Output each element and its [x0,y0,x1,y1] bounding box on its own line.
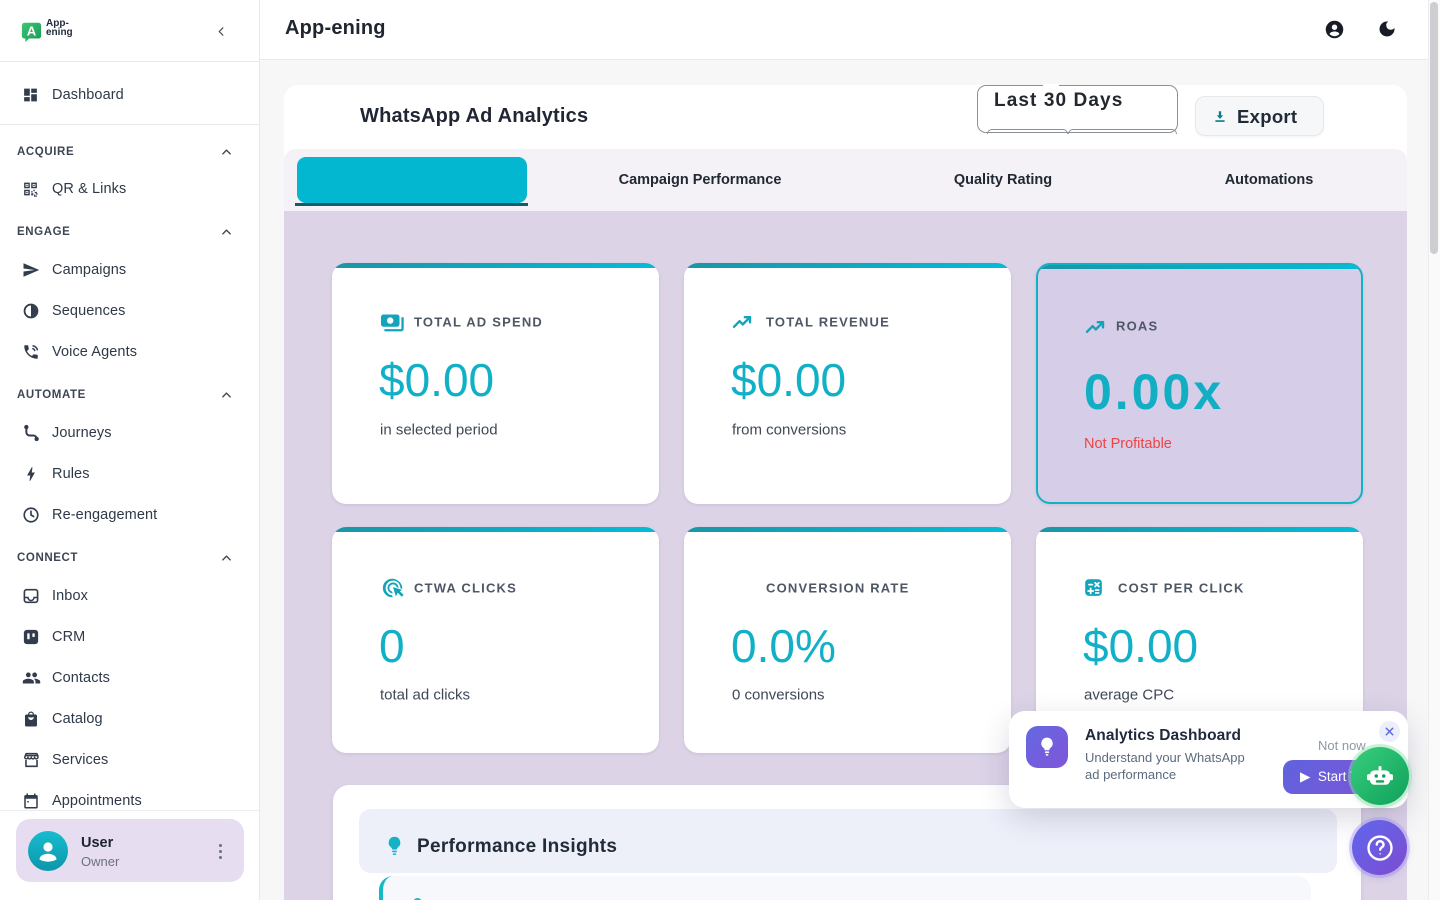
svg-text:A: A [27,23,37,38]
